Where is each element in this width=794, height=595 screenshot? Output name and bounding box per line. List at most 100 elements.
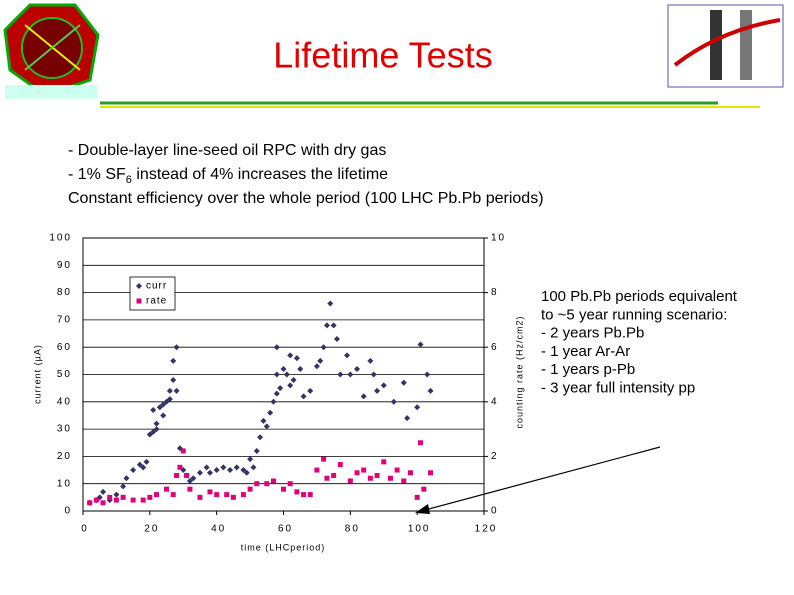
bullet-text: - 1% SF [68,166,126,183]
point [243,469,250,476]
point [213,467,220,474]
point [367,357,374,364]
point [170,376,177,383]
point [143,458,150,465]
point [163,398,170,405]
point [374,473,380,479]
plot-frame [82,237,485,512]
point [156,404,163,411]
point [394,467,400,473]
y-tick-label: 20 [57,451,72,462]
point [123,475,130,482]
point [294,489,300,495]
point [214,492,220,498]
y2-tick-label: 4 [491,396,499,407]
point [146,431,153,438]
alice-logo [3,3,100,99]
slide-title: Lifetime Tests [273,35,492,76]
y2-tick-label: 6 [491,342,499,353]
point [166,387,173,394]
point [186,477,193,484]
point [337,371,344,378]
y-tick-label: 40 [57,396,72,407]
point [417,341,424,348]
point [424,371,431,378]
point [147,494,153,500]
y2-axis-title: counting rate (Hz/cm2) [514,315,524,428]
point [197,494,203,500]
point [401,478,407,484]
legend-marker [136,283,142,289]
note-line: - 3 year full intensity pp [541,380,695,397]
point [307,492,313,498]
point [287,352,294,359]
x-tick-label: 40 [211,524,226,535]
point [187,486,193,492]
point [323,322,330,329]
point [184,473,190,479]
point [354,470,360,476]
point [287,382,294,389]
point [367,475,373,481]
point [427,387,434,394]
point [347,478,353,484]
point [247,486,253,492]
point [177,464,183,470]
point [173,387,180,394]
point [190,475,197,482]
y-tick-label: 90 [57,260,72,271]
y-tick-label: 50 [57,369,72,380]
note-line: - 1 year Ar-Ar [541,343,630,360]
point [343,352,350,359]
point [207,489,213,495]
point [136,461,143,468]
y2-tick-label: 2 [491,451,499,462]
y-tick-label: 30 [57,424,72,435]
point [153,426,160,433]
point [257,434,264,441]
point [160,412,167,419]
point [250,464,257,471]
legend [129,276,176,311]
point [361,467,367,473]
point [206,469,213,476]
point [421,486,427,492]
bullet: - 1% SF6 instead of 4% increases the lif… [68,166,388,186]
point [404,415,411,422]
point [260,417,267,424]
point [230,494,236,500]
point [320,344,327,351]
point [180,448,186,454]
y-tick-label: 10 [57,478,72,489]
point [154,492,160,498]
point [270,478,276,484]
point [374,387,381,394]
point [240,467,247,474]
point [166,396,173,403]
x-tick-label: 100 [408,524,431,535]
point [247,456,254,463]
point [164,486,170,492]
point [224,492,230,498]
point [263,423,270,430]
y-tick-label: 100 [49,233,72,244]
point [414,494,420,500]
point [324,475,330,481]
point [317,357,324,364]
point [287,481,293,487]
point [130,467,137,474]
y2-tick-label: 0 [491,506,499,517]
point [418,440,424,446]
legend-label: curr [146,281,167,292]
point [227,467,234,474]
point [113,497,119,503]
point [414,404,421,411]
point [100,500,106,506]
bullets: - Double-layer line-seed oil RPC with dr… [68,142,544,207]
y2-tick-label: 10 [491,233,506,244]
point [153,420,160,427]
point [331,473,337,479]
point [428,470,434,476]
